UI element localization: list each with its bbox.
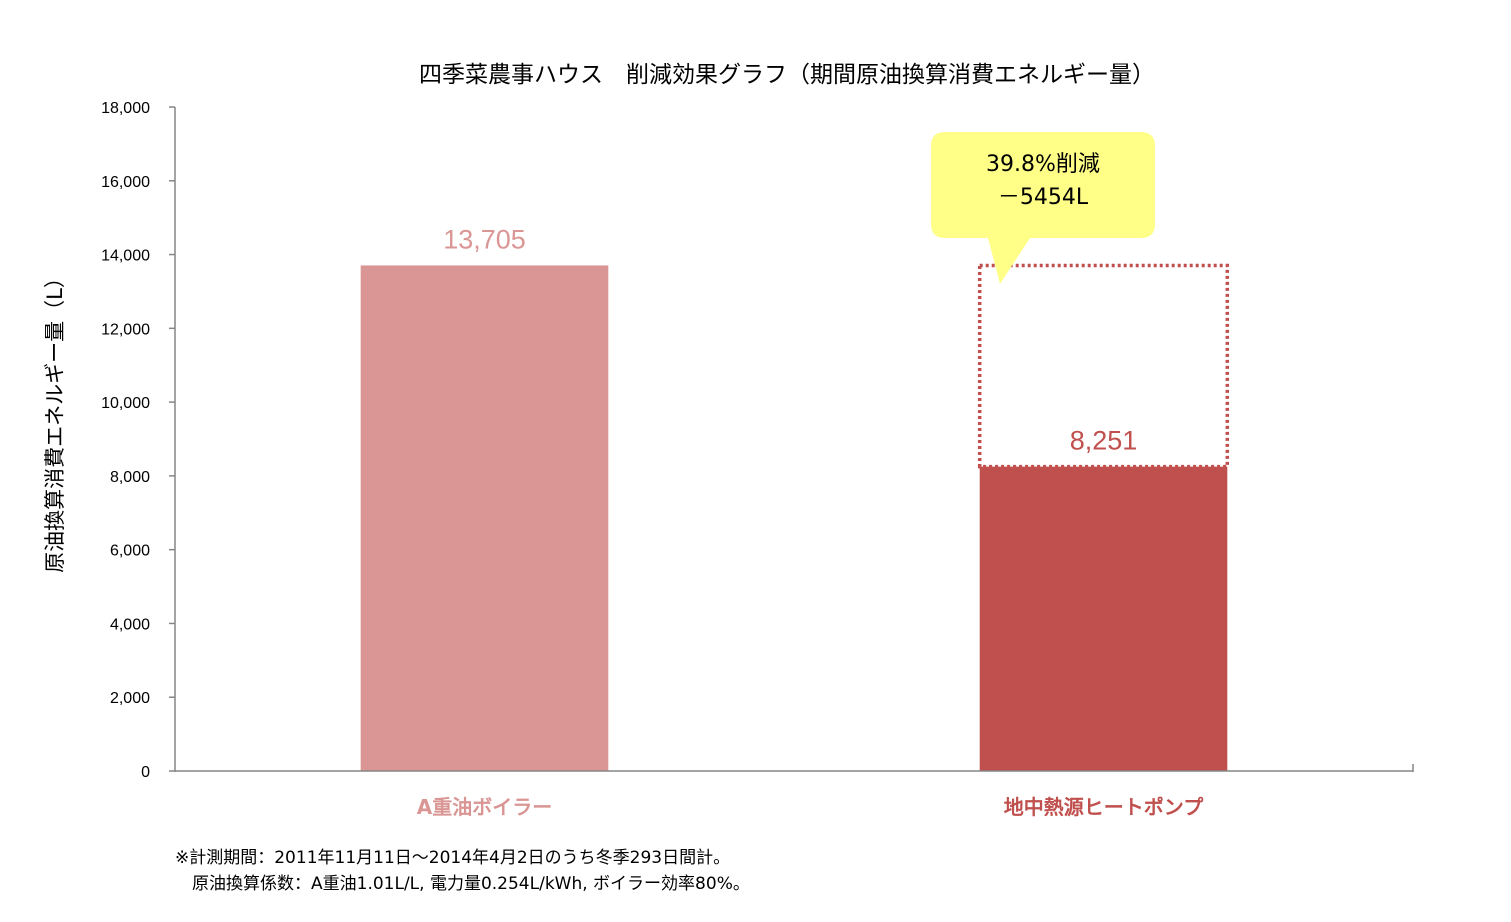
chart-title: 四季菜農事ハウス 削減効果グラフ（期間原油換算消費エネルギー量） [419, 62, 1155, 88]
callout-bubble [931, 132, 1155, 284]
y-tick-label: 2,000 [110, 690, 150, 707]
y-tick-label: 0 [141, 764, 150, 781]
bar-value-label: 13,705 [443, 224, 526, 254]
bars: 13,705 A重油ボイラー 8,251 地中熱源ヒートポンプ [360, 224, 1230, 819]
callout-line-1: 39.8%削減 [986, 152, 1100, 177]
footnote-line-2: 原油換算係数：A重油1.01L/L, 電力量0.254L/kWh, ボイラー効率… [175, 874, 750, 894]
y-tick-label: 8,000 [110, 469, 150, 486]
y-tick-label: 12,000 [101, 321, 150, 338]
y-tick-label: 14,000 [101, 248, 150, 265]
x-category-label: 地中熱源ヒートポンプ [1004, 795, 1204, 819]
bar-value-label: 8,251 [1070, 426, 1138, 456]
reduction-dashed-outline [977, 263, 1230, 469]
footnote-line-1: ※計測期間：2011年11月11日～2014年4月2日のうち冬季293日間計。 [175, 848, 731, 868]
y-tick-label: 4,000 [110, 616, 150, 633]
bar [979, 466, 1228, 771]
y-tick-label: 6,000 [110, 543, 150, 560]
y-axis-label: 原油換算消費エネルギー量（L） [43, 267, 67, 573]
y-tick-label: 16,000 [101, 174, 150, 191]
y-tick-label: 10,000 [101, 395, 150, 412]
y-axis-ticks: 0 2,000 4,000 6,000 8,000 10,000 12,000 14,000 1… [101, 100, 175, 781]
y-tick-label: 18,000 [101, 100, 150, 117]
bar [360, 265, 609, 771]
callout-line-2: －5454L [998, 185, 1089, 210]
x-category-label: A重油ボイラー [417, 795, 552, 819]
reduction-callout: 39.8%削減 －5454L [931, 132, 1155, 284]
